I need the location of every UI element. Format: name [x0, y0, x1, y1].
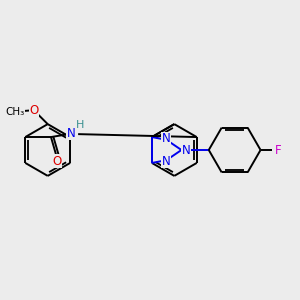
Text: O: O	[52, 155, 62, 168]
Text: N: N	[161, 132, 170, 145]
Text: N: N	[161, 155, 170, 168]
Text: H: H	[75, 120, 84, 130]
Text: F: F	[275, 143, 281, 157]
Text: N: N	[182, 143, 190, 157]
Text: CH₃: CH₃	[5, 107, 24, 117]
Text: O: O	[29, 104, 38, 117]
Text: N: N	[67, 127, 76, 140]
